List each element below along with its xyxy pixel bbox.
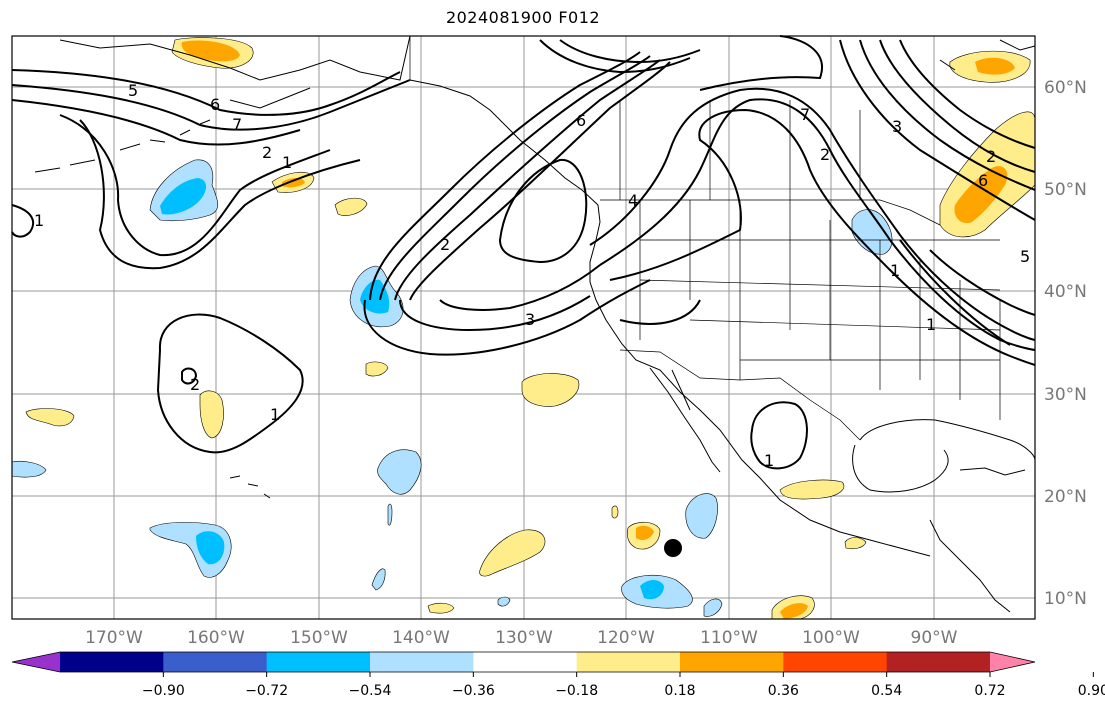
lon-label: 130°W	[495, 628, 553, 648]
contour-label: 6	[576, 111, 586, 130]
contour-label: 2	[820, 145, 830, 164]
colorbar: −0.90 −0.72 −0.54 −0.36 −0.18 0.18 0.36 0.54 0.7…	[11, 651, 1105, 699]
map-frame	[11, 35, 1036, 620]
colorbar-tick-label: 0.72	[974, 683, 1005, 699]
lon-label: 110°W	[700, 628, 758, 648]
contour-label: 1	[270, 405, 280, 424]
colorbar-segment	[473, 652, 578, 672]
contour-label: 7	[800, 105, 810, 124]
colorbar-extend-high	[990, 652, 1035, 672]
colorbar-segment	[886, 652, 991, 672]
contour-label: 2	[262, 143, 272, 162]
colorbar-tick-label: −0.36	[452, 683, 495, 699]
contour-label: 1	[890, 261, 900, 280]
contour-label: 2	[986, 147, 996, 166]
contour-label: 1	[926, 315, 936, 334]
storm-marker	[664, 539, 682, 557]
lat-label: 40°N	[1044, 282, 1087, 302]
colorbar-extend-low	[12, 652, 60, 672]
lon-label: 160°W	[187, 628, 245, 648]
political-borders	[409, 36, 1001, 441]
colorbar-segment	[576, 652, 681, 672]
chart-title: 2024081900 F012	[445, 8, 601, 27]
colorbar-outline	[11, 651, 1036, 673]
contour-label: 1	[764, 451, 774, 470]
colorbar-tick-label: 0.90	[1078, 683, 1105, 699]
colorbar-tick-label: 0.36	[768, 683, 799, 699]
contour-label: 5	[128, 81, 138, 100]
colorbar-tick-label: −0.54	[349, 683, 392, 699]
lon-label: 100°W	[802, 628, 860, 648]
latitude-axis: 60°N 50°N 40°N 30°N 20°N 10°N	[1044, 78, 1087, 609]
contour-label: 3	[525, 310, 535, 329]
lat-label: 30°N	[1044, 385, 1087, 405]
lon-label: 90°W	[911, 628, 958, 648]
contour-label: 2	[190, 375, 200, 394]
contour-label: 1	[34, 211, 44, 230]
colorbar-segment	[266, 652, 371, 672]
lat-label: 20°N	[1044, 487, 1087, 507]
colorbar-segment	[60, 652, 164, 672]
colorbar-tick-label: −0.72	[245, 683, 288, 699]
lat-label: 60°N	[1044, 78, 1087, 98]
colorbar-segment	[370, 652, 474, 672]
contour-labels: 5 6 7 2 1 1 2 1 2 3 6 1 2 3 7 4 1 1 2 6 …	[34, 81, 1030, 470]
lat-label: 50°N	[1044, 180, 1087, 200]
contour-label: 2	[440, 235, 450, 254]
contour-label: 4	[628, 191, 638, 210]
colorbar-tick-label: 0.54	[871, 683, 902, 699]
graticule	[12, 36, 1035, 619]
colorbar-segment	[680, 652, 784, 672]
lon-label: 140°W	[392, 628, 450, 648]
colorbar-segment	[783, 652, 888, 672]
lat-label: 10°N	[1044, 589, 1087, 609]
colorbar-tick-label: −0.90	[142, 683, 185, 699]
colorbar-segment	[163, 652, 268, 672]
lon-label: 120°W	[597, 628, 655, 648]
contour-label: 6	[210, 95, 220, 114]
lon-label: 170°W	[85, 628, 143, 648]
colorbar-tick-label: −0.18	[555, 683, 598, 699]
contour-label: 6	[978, 171, 988, 190]
contour-label: 1	[282, 153, 292, 172]
contours	[11, 35, 1036, 470]
contour-label: 5	[1020, 247, 1030, 266]
contour-label: 7	[232, 115, 242, 134]
longitude-axis: 170°W 160°W 150°W 140°W 130°W 120°W 110°…	[85, 628, 958, 648]
lon-label: 150°W	[290, 628, 348, 648]
contour-label: 3	[892, 117, 902, 136]
colorbar-tick-label: 0.18	[664, 683, 695, 699]
